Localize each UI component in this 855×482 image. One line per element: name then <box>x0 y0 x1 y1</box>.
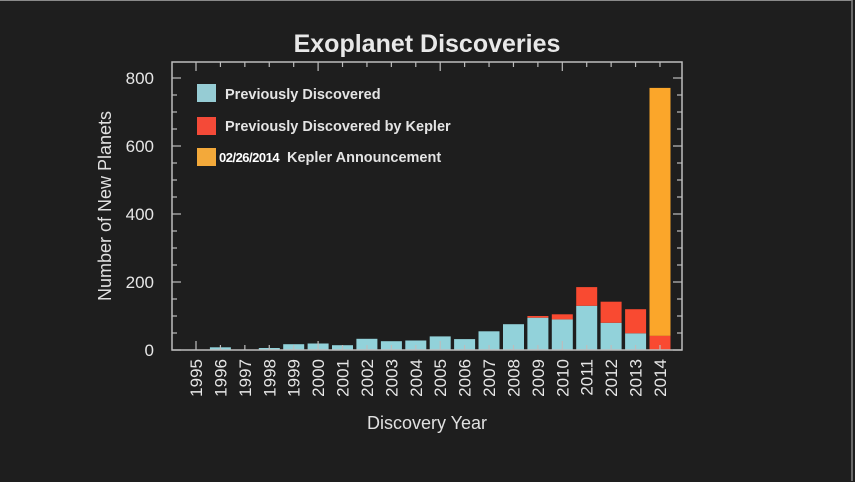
x-tick-label: 2011 <box>578 359 597 396</box>
x-tick-label: 1998 <box>260 359 279 397</box>
x-tick-label: 2009 <box>529 359 548 397</box>
x-tick-label: 2000 <box>309 359 328 397</box>
x-tick-label: 1996 <box>211 359 230 397</box>
x-tick-label: 2007 <box>480 359 499 397</box>
bar-2009-series-1 <box>527 316 548 318</box>
x-axis-ticks: 1995 1996 1997 1998 1999 2000 2001 2002 2003 2004… <box>187 62 670 397</box>
x-tick-label: 1995 <box>187 359 206 397</box>
bar-2010-series-1 <box>552 314 573 319</box>
legend-label-kepler-previous: Previously Discovered by Kepler <box>225 119 451 135</box>
legend-swatch-kepler-announcement <box>197 148 216 166</box>
bar-2011-series-1 <box>576 287 597 306</box>
x-tick-label: 2006 <box>456 359 475 397</box>
x-tick-label: 2002 <box>358 359 377 397</box>
x-tick-label: 2004 <box>407 359 426 397</box>
y-tick-label: 800 <box>126 69 154 88</box>
bar-2013-series-1 <box>625 309 646 333</box>
x-tick-label: 1997 <box>236 359 255 397</box>
legend-label-kepler-announcement: Kepler Announcement <box>287 150 441 166</box>
chart-title: Exoplanet Discoveries <box>294 30 561 58</box>
bar-2014-series-2 <box>650 88 671 336</box>
y-axis-label: Number of New Planets <box>95 111 115 301</box>
legend: Previously Discovered Previously Discove… <box>197 84 451 166</box>
x-tick-label: 2001 <box>334 359 353 397</box>
x-tick-label: 2008 <box>504 359 523 397</box>
y-tick-label: 400 <box>126 205 154 224</box>
x-tick-label: 2013 <box>627 359 646 397</box>
x-tick-label: 2005 <box>431 359 450 397</box>
legend-swatch-previously-discovered <box>197 84 216 102</box>
x-axis-label: Discovery Year <box>367 413 487 433</box>
bar-2011-series-0 <box>576 306 597 350</box>
y-axis-ticks: 0 200 400 600 800 <box>126 69 682 360</box>
bar-2012-series-1 <box>601 302 622 323</box>
legend-swatch-kepler-previous <box>197 117 216 135</box>
x-tick-label: 2012 <box>602 359 621 397</box>
y-tick-label: 200 <box>126 273 154 292</box>
x-tick-label: 1999 <box>285 359 304 397</box>
legend-label-previously-discovered: Previously Discovered <box>225 87 381 103</box>
x-tick-label: 2003 <box>382 359 401 397</box>
legend-date-overlay: 02/26/2014 <box>219 150 280 165</box>
x-tick-label: 2014 <box>651 359 670 397</box>
y-tick-label: 0 <box>145 341 154 360</box>
y-tick-label: 600 <box>126 137 154 156</box>
x-tick-label: 2010 <box>553 359 572 397</box>
